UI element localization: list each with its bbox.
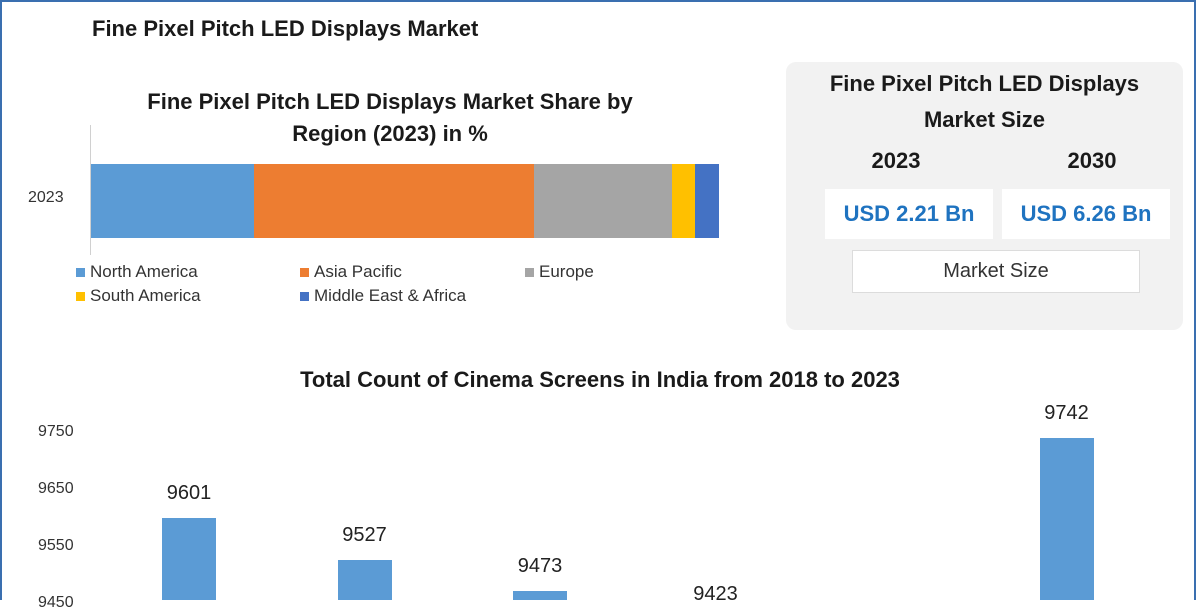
market-size-year-2030: 2030: [1067, 148, 1117, 173]
market-size-button[interactable]: Market Size: [852, 250, 1140, 293]
market-size-title-line1: Fine Pixel Pitch LED Displays: [829, 71, 1140, 96]
page-title: Fine Pixel Pitch LED Displays Market: [92, 16, 479, 41]
share-bar-asia-pacific: [254, 164, 534, 238]
legend-swatch: [76, 267, 85, 277]
cinema-bar-label-2020: 9473: [517, 554, 563, 577]
legend-item: South America: [76, 286, 201, 306]
cinema-chart-title: Total Count of Cinema Screens in India f…: [300, 367, 900, 392]
legend-item: Asia Pacific: [300, 262, 402, 282]
legend-label: Europe: [539, 262, 594, 281]
legend-label: Middle East & Africa: [314, 286, 467, 305]
legend-label: North America: [90, 262, 198, 281]
cinema-bar-label-2018: 9601: [166, 481, 212, 504]
legend-swatch: [76, 291, 85, 301]
market-size-value-2023: USD 2.21 Bn: [825, 189, 993, 239]
market-size-panel: Fine Pixel Pitch LED Displays Market Siz…: [786, 62, 1183, 330]
legend-item: North America: [76, 262, 198, 282]
cinema-bar-2019: [337, 560, 392, 600]
market-share-chart-title: Fine Pixel Pitch LED Displays Market Sha…: [90, 86, 690, 150]
cinema-bar-label-2021: 9423: [693, 583, 738, 606]
share-bar-middle-east-africa: [695, 164, 719, 238]
outer-frame: [0, 0, 1196, 600]
cinema-bar-2023: [1039, 437, 1094, 600]
legend-swatch: [525, 267, 534, 277]
market-size-value-2030: USD 6.26 Bn: [1002, 189, 1170, 239]
legend-label: South America: [90, 286, 201, 305]
legend-swatch: [300, 291, 309, 301]
market-size-year-2023: 2023: [871, 148, 921, 173]
market-share-title-line2: Region (2023) in %: [292, 121, 488, 146]
market-share-title-line1: Fine Pixel Pitch LED Displays Market Sha…: [147, 89, 633, 114]
share-bar-north-america: [91, 164, 255, 238]
share-bar-europe: [533, 164, 672, 238]
y-tick-label: 9750: [38, 423, 74, 440]
legend-item: Middle East & Africa: [300, 286, 466, 306]
share-bar-south-america: [671, 164, 696, 238]
cinema-bar-2020: [513, 590, 567, 600]
cinema-bar-label-2023: 9742: [1044, 401, 1089, 424]
market-size-title: Fine Pixel Pitch LED Displays Market Siz…: [786, 66, 1183, 138]
y-tick-label: 9650: [38, 480, 74, 497]
legend-item: Europe: [525, 262, 594, 282]
y-tick-label: 9550: [38, 537, 74, 554]
market-share-category-label: 2023: [28, 189, 64, 206]
cinema-bar-label-2019: 9527: [342, 524, 387, 547]
legend-swatch: [300, 267, 309, 277]
legend-label: Asia Pacific: [314, 262, 402, 281]
market-size-title-line2: Market Size: [923, 107, 1046, 132]
market-share-legend: North America Asia Pacific Europe South Ame…: [76, 262, 676, 312]
y-tick-label: 9450: [38, 594, 74, 611]
market-share-axis: [90, 125, 91, 255]
cinema-bar-2018: [162, 517, 216, 600]
